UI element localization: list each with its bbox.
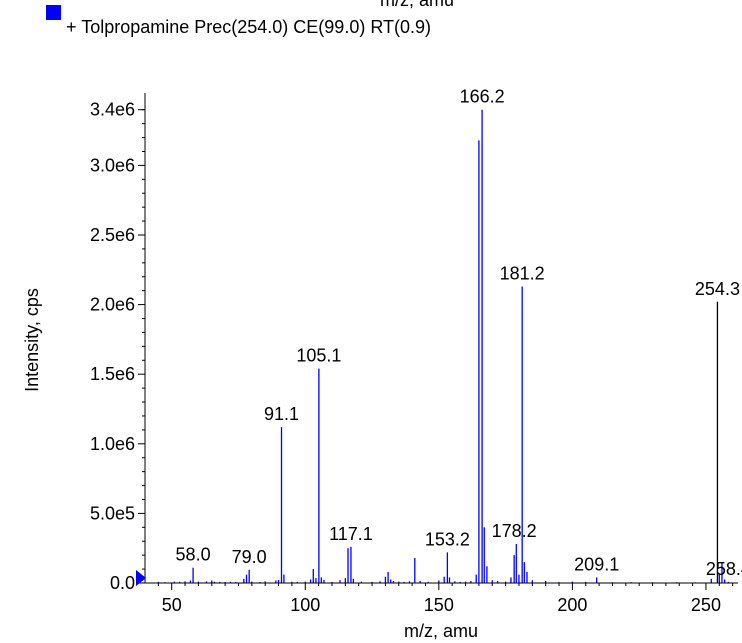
peak-label: 58.0 — [176, 545, 211, 565]
legend-swatch — [46, 5, 61, 20]
peak-label: 166.2 — [460, 87, 505, 107]
x-tick-label: 50 — [162, 595, 182, 615]
y-tick-label: 1.0e6 — [90, 434, 135, 454]
peak-label: 105.1 — [296, 346, 341, 366]
peak-label: 181.2 — [500, 263, 545, 283]
y-axis-ticks: 0.0 5.0e5 1.0e6 1.5e6 2.0e6 2.5e6 3.0e6 3.4e6 — [90, 100, 145, 593]
x-axis-label: m/z, amu — [404, 621, 478, 641]
y-tick-label: 1.5e6 — [90, 364, 135, 384]
peak-labels: 58.0 79.0 91.1 105.1 117.1 153.2 166.2 178.2 181… — [176, 87, 742, 579]
peak-label: 254.3 — [695, 279, 740, 299]
peak-label: 178.2 — [492, 521, 537, 541]
peak-label: 209.1 — [574, 554, 619, 574]
y-tick-label: 3.4e6 — [90, 100, 135, 120]
peak-label: 153.2 — [425, 529, 470, 549]
peak-label: 258.4 — [706, 559, 742, 579]
peak-label: 117.1 — [329, 524, 373, 544]
spectrum-bars — [157, 109, 730, 583]
peak-label: 79.0 — [232, 547, 267, 567]
x-tick-label: 100 — [290, 595, 320, 615]
y-tick-label: 0.0 — [110, 573, 135, 593]
legend-label: + Tolpropamine Prec(254.0) CE(99.0) RT(0… — [66, 17, 431, 37]
top-axis-title: m/z, amu — [380, 0, 454, 10]
x-tick-label: 200 — [557, 595, 587, 615]
selection-marker-icon[interactable] — [136, 570, 146, 586]
y-tick-label: 5.0e5 — [90, 503, 135, 523]
y-axis-label: Intensity, cps — [22, 288, 42, 392]
y-tick-label: 2.0e6 — [90, 295, 135, 315]
x-tick-label: 150 — [424, 595, 454, 615]
y-tick-label: 2.5e6 — [90, 225, 135, 245]
y-tick-label: 3.0e6 — [90, 155, 135, 175]
peak-label: 91.1 — [264, 404, 299, 424]
x-axis-ticks: 50 100 150 200 250 — [157, 583, 734, 615]
x-tick-label: 250 — [691, 595, 721, 615]
